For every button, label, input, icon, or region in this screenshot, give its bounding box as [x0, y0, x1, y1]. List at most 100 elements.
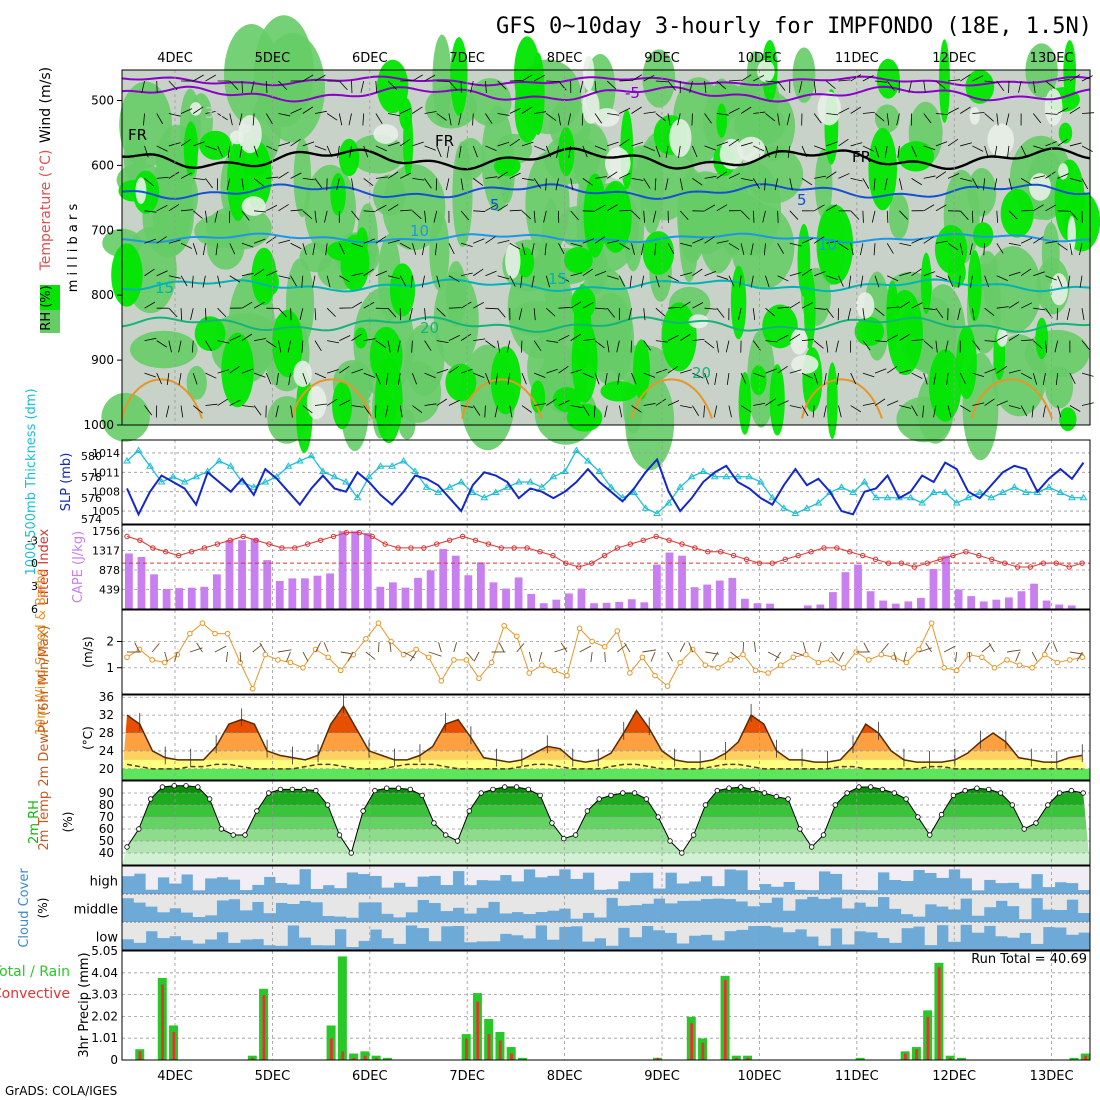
axis-tick-label: 1008 [92, 486, 120, 499]
wind-barb [339, 365, 350, 374]
wind-speed-point [702, 662, 709, 668]
wind-barb [241, 81, 243, 94]
wind-barb [935, 141, 948, 147]
wind-speed-point [903, 659, 910, 666]
wind-barb [680, 369, 692, 374]
cloud-gap [287, 866, 300, 885]
wind-barb [1033, 340, 1043, 349]
lifted-point [911, 564, 918, 570]
wind-barb [250, 80, 255, 93]
wind-barb [1008, 301, 1020, 309]
precip-convective-bar [949, 1057, 952, 1060]
wind-barb [996, 80, 1005, 92]
cloud-gap [157, 894, 170, 913]
cape-bar [653, 564, 661, 609]
wind-barb [947, 242, 959, 251]
lifted-point [808, 549, 814, 555]
wind-barb [348, 113, 352, 126]
wind-speed-point [790, 654, 797, 661]
wind-barb [619, 79, 632, 82]
axis-title-thickness: 1000-500mb Thickness (dm) [24, 388, 39, 575]
lifted-point [317, 537, 324, 543]
cloud-gap [948, 894, 961, 910]
cloud-gap [901, 894, 914, 915]
thickness-point [319, 467, 327, 474]
cloud-gap [546, 866, 560, 876]
wind-barb [996, 243, 1004, 254]
cape-bar [942, 555, 950, 609]
wind-speed-point [388, 638, 394, 645]
wind-barb [935, 340, 938, 353]
wind-barb [448, 399, 460, 406]
wind-barb [619, 107, 631, 114]
cloud-gap [476, 866, 489, 881]
wind-barb [570, 178, 574, 191]
wind-barb [509, 405, 513, 418]
wind-speed-point [237, 659, 243, 666]
wind-barb [570, 333, 581, 341]
wind-barb [448, 335, 460, 341]
cloud-gap [405, 894, 418, 913]
date-label-top: 11DEC [835, 51, 879, 66]
wind-barb [665, 178, 669, 191]
cloud-level-label: high [90, 875, 118, 890]
wind-barb [509, 138, 520, 147]
wind-barb [692, 178, 703, 186]
cloud-gap [275, 922, 288, 946]
wind-barb [363, 372, 376, 378]
cloud-gap [676, 894, 690, 901]
wind-barb [217, 369, 230, 374]
rh-point [254, 808, 260, 814]
wind-speed-point [363, 636, 369, 642]
wind-speed-point [715, 664, 721, 671]
wind-barb [497, 275, 510, 280]
wind-barb [400, 107, 412, 114]
cloud-gap [606, 894, 619, 898]
wind-barb [753, 75, 765, 82]
cloud-gap [995, 894, 1008, 901]
wind-barb [448, 243, 455, 255]
wind-barb [1031, 405, 1034, 418]
lifted-point [550, 552, 556, 559]
rh-point [159, 784, 166, 790]
cloud-gap [499, 894, 513, 914]
wind-barb [704, 372, 709, 385]
wind-barb [923, 372, 928, 385]
wind-barb [214, 210, 218, 223]
wind-barb [558, 113, 561, 126]
thickness-point [687, 472, 696, 480]
wind-barb [887, 334, 898, 341]
wind-speed-point [262, 651, 269, 658]
lifted-point [937, 556, 943, 563]
thickness-point [607, 483, 615, 490]
cloud-gap [582, 894, 595, 913]
wind-barb [180, 242, 193, 249]
wind-speed-point [765, 670, 771, 676]
wind-barb [351, 405, 364, 408]
cape-bar [577, 588, 586, 609]
wind-barb [874, 398, 886, 406]
wind-barb [862, 308, 865, 321]
rh-point [1021, 826, 1027, 832]
wind-barb [546, 113, 557, 121]
wind-barb [1032, 80, 1036, 93]
cape-bar [917, 597, 925, 609]
cape-bar [514, 577, 523, 609]
axis-tick-label: 20 [99, 762, 114, 776]
wind-barb [836, 373, 839, 386]
cloud-gap [936, 894, 949, 907]
wind-barb [728, 79, 741, 82]
lifted-point [472, 537, 479, 543]
wind-barb [241, 333, 253, 341]
wind-barb [180, 308, 183, 321]
cloud-gap [1078, 866, 1091, 891]
wind-barb [265, 81, 268, 94]
cape-bar [565, 593, 573, 609]
wind-barb [838, 275, 844, 287]
wind-barb [740, 210, 750, 220]
wind-barb [466, 651, 474, 661]
wind-barb [460, 178, 464, 191]
precip-convective-bar [476, 1001, 480, 1060]
rh-point [513, 784, 520, 790]
wind-barb [436, 275, 441, 288]
